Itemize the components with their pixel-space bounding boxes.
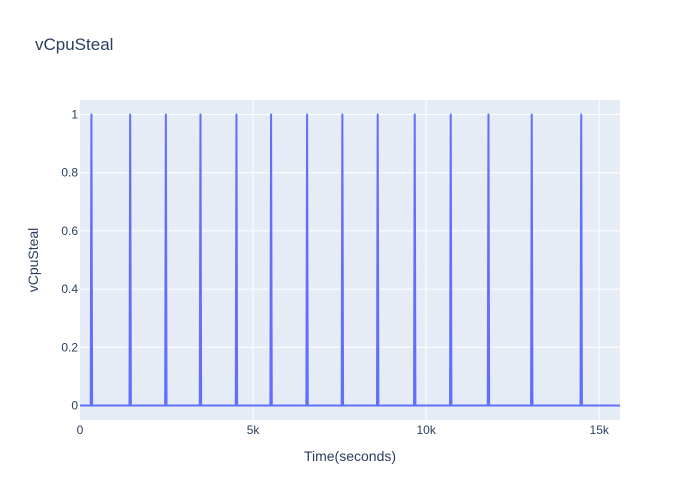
y-tick-label: 0.2 xyxy=(61,340,78,354)
x-tick-label: 5k xyxy=(247,423,261,437)
x-gridlines xyxy=(252,100,600,420)
series-line xyxy=(80,113,620,407)
y-tick-label: 0.4 xyxy=(61,282,78,296)
y-tick-labels: 0 0.2 0.4 0.6 0.8 1 xyxy=(61,108,78,413)
x-tick-label: 0 xyxy=(77,423,84,437)
x-axis-title: Time(seconds) xyxy=(304,448,396,464)
x-tick-label: 10k xyxy=(416,423,436,437)
y-axis-title: vCpuSteal xyxy=(25,228,41,293)
y-tick-label: 0.6 xyxy=(61,224,78,238)
x-tick-labels: 0 5k 10k 15k xyxy=(77,423,610,437)
y-tick-label: 0 xyxy=(71,398,78,412)
y-tick-label: 0.8 xyxy=(61,166,78,180)
y-tick-label: 1 xyxy=(71,108,78,122)
series-group xyxy=(80,113,620,407)
plot-area xyxy=(80,100,620,420)
x-tick-label: 15k xyxy=(590,423,610,437)
chart-title: vCpuSteal xyxy=(35,35,113,54)
